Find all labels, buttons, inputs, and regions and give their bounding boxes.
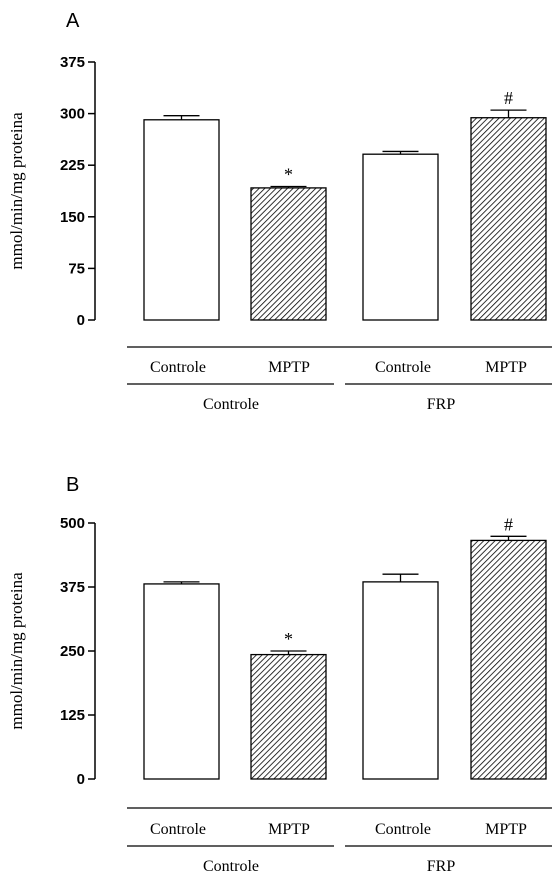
category-label: MPTP bbox=[268, 359, 310, 376]
significance-mark: # bbox=[504, 514, 513, 534]
bar bbox=[470, 539, 547, 780]
category-label: MPTP bbox=[485, 359, 527, 376]
bar bbox=[143, 119, 220, 321]
panel-letter: B bbox=[66, 474, 79, 496]
panel-a: A 0 75 150 225 300 375 mmol/min/mg proteina * # Co… bbox=[7, 10, 552, 413]
group-label: FRP bbox=[427, 858, 456, 875]
y-axis-label: mmol/min/mg proteina bbox=[7, 572, 26, 730]
bar bbox=[362, 153, 439, 321]
group-label: Controle bbox=[203, 858, 259, 875]
category-label: Controle bbox=[150, 821, 206, 838]
y-tick-label: 0 bbox=[77, 312, 85, 329]
bar bbox=[250, 187, 327, 321]
y-tick-label: 300 bbox=[60, 106, 85, 123]
category-label: MPTP bbox=[268, 821, 310, 838]
y-tick-label: 500 bbox=[60, 515, 85, 532]
bar bbox=[250, 653, 327, 780]
panel-letter: A bbox=[66, 10, 80, 32]
category-label: Controle bbox=[375, 821, 431, 838]
y-tick-label: 150 bbox=[60, 209, 85, 226]
y-tick-label: 125 bbox=[60, 707, 85, 724]
category-label: Controle bbox=[150, 359, 206, 376]
significance-mark: * bbox=[284, 629, 293, 649]
bar bbox=[143, 583, 220, 780]
significance-mark: * bbox=[284, 165, 293, 185]
y-tick-label: 375 bbox=[60, 579, 85, 596]
y-tick-label: 225 bbox=[60, 157, 85, 174]
y-tick-label: 375 bbox=[60, 54, 85, 71]
category-label: MPTP bbox=[485, 821, 527, 838]
y-axis-label: mmol/min/mg proteina bbox=[7, 112, 26, 270]
y-tick-label: 0 bbox=[77, 771, 85, 788]
category-label: Controle bbox=[375, 359, 431, 376]
bar bbox=[470, 117, 547, 321]
y-tick-label: 250 bbox=[60, 643, 85, 660]
panel-b: B 0 125 250 375 500 mmol/min/mg proteina * # Cont… bbox=[7, 474, 552, 875]
group-label: FRP bbox=[427, 396, 456, 413]
y-tick-label: 75 bbox=[68, 260, 85, 277]
significance-mark: # bbox=[504, 88, 513, 108]
bar bbox=[362, 581, 439, 780]
group-label: Controle bbox=[203, 396, 259, 413]
